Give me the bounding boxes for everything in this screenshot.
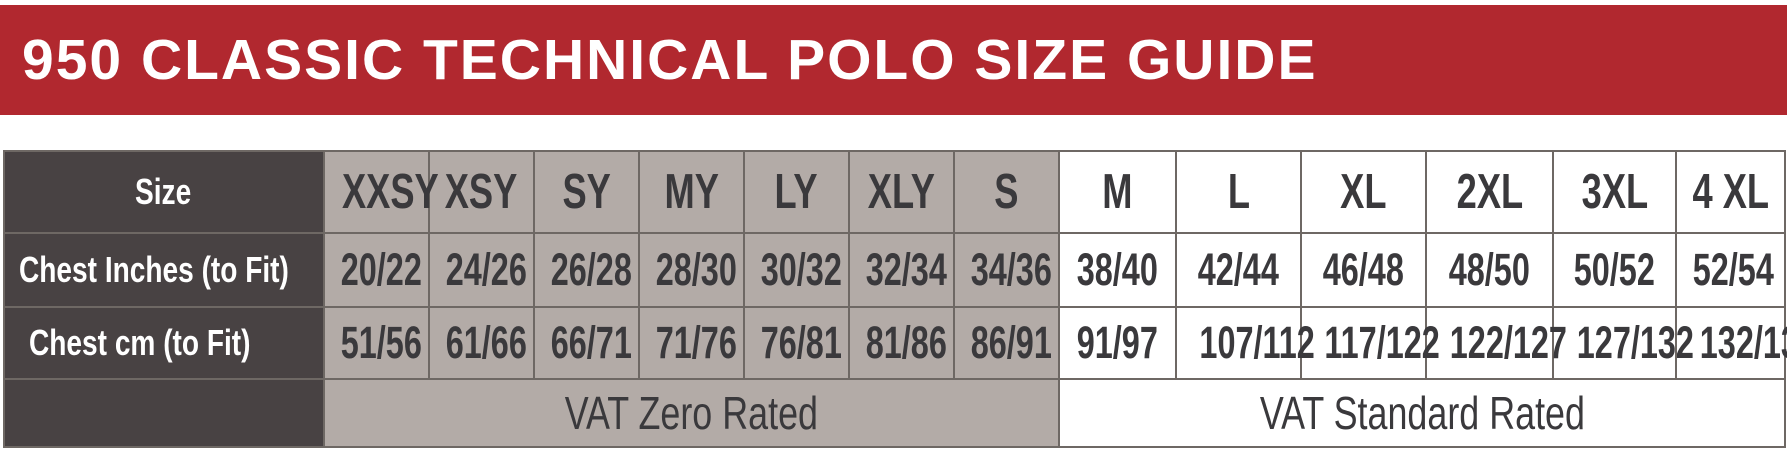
- row-header-chest-inches: Chest Inches (to Fit): [3, 232, 325, 308]
- chest-cm-cell: 122/127: [1425, 306, 1567, 380]
- page-title: 950 CLASSIC TECHNICAL POLO SIZE GUIDE: [22, 28, 1318, 92]
- vat-row: VAT Zero Rated VAT Standard Rated: [3, 378, 1786, 448]
- chest-cm-cell: 86/91: [953, 306, 1060, 380]
- chest-inches-cell: 26/28: [533, 232, 640, 308]
- size-row: Size XXSY XSY SY MY LY XLY S M L XL 2XL …: [3, 150, 1786, 234]
- chest-inches-cell: 48/50: [1425, 232, 1554, 308]
- chest-cm-cell: 127/132: [1552, 306, 1694, 380]
- size-column-header: 3XL: [1552, 150, 1677, 234]
- chest-cm-row: Chest cm (to Fit) 51/56 61/66 66/71 71/7…: [3, 306, 1787, 380]
- row-header-chest-cm: Chest cm (to Fit): [3, 306, 325, 380]
- chest-inches-cell: 20/22: [323, 232, 430, 308]
- size-column-header: XLY: [848, 150, 955, 234]
- chest-cm-cell: 81/86: [848, 306, 955, 380]
- chest-inches-cell: 46/48: [1300, 232, 1427, 308]
- chest-inches-cell: 28/30: [638, 232, 745, 308]
- chest-inches-cell: 52/54: [1675, 232, 1786, 308]
- chest-cm-cell: 107/112: [1175, 306, 1315, 380]
- chest-cm-cell: 51/56: [323, 306, 430, 380]
- size-guide-table: Size XXSY XSY SY MY LY XLY S M L XL 2XL …: [3, 150, 1787, 448]
- size-column-header: L: [1175, 150, 1302, 234]
- chest-inches-cell: 38/40: [1058, 232, 1177, 308]
- row-header-size: Size: [3, 150, 325, 234]
- size-column-header: M: [1058, 150, 1177, 234]
- chest-cm-cell: 61/66: [428, 306, 535, 380]
- chest-inches-cell: 50/52: [1552, 232, 1677, 308]
- chest-inches-cell: 30/32: [743, 232, 850, 308]
- chest-inches-row: Chest Inches (to Fit) 20/22 24/26 26/28 …: [3, 232, 1786, 308]
- size-column-header: XL: [1300, 150, 1427, 234]
- title-banner: 950 CLASSIC TECHNICAL POLO SIZE GUIDE: [0, 5, 1787, 115]
- chest-inches-cell: 42/44: [1175, 232, 1302, 308]
- size-column-header: LY: [743, 150, 850, 234]
- size-column-header: SY: [533, 150, 640, 234]
- chest-cm-cell: 132/137: [1675, 306, 1787, 380]
- size-column-header: S: [953, 150, 1060, 234]
- size-column-header: XSY: [428, 150, 535, 234]
- vat-standard-cell: VAT Standard Rated: [1058, 378, 1786, 448]
- chest-inches-cell: 34/36: [953, 232, 1060, 308]
- chest-inches-cell: 24/26: [428, 232, 535, 308]
- chest-cm-cell: 71/76: [638, 306, 745, 380]
- chest-cm-cell: 117/122: [1300, 306, 1440, 380]
- size-column-header: MY: [638, 150, 745, 234]
- chest-inches-cell: 32/34: [848, 232, 955, 308]
- size-column-header: 2XL: [1425, 150, 1554, 234]
- size-column-header: 4 XL: [1675, 150, 1786, 234]
- vat-zero-cell: VAT Zero Rated: [323, 378, 1060, 448]
- chest-cm-cell: 91/97: [1058, 306, 1177, 380]
- size-column-header: XXSY: [323, 150, 439, 234]
- chest-cm-cell: 76/81: [743, 306, 850, 380]
- vat-row-empty-cell: [3, 378, 325, 448]
- chest-cm-cell: 66/71: [533, 306, 640, 380]
